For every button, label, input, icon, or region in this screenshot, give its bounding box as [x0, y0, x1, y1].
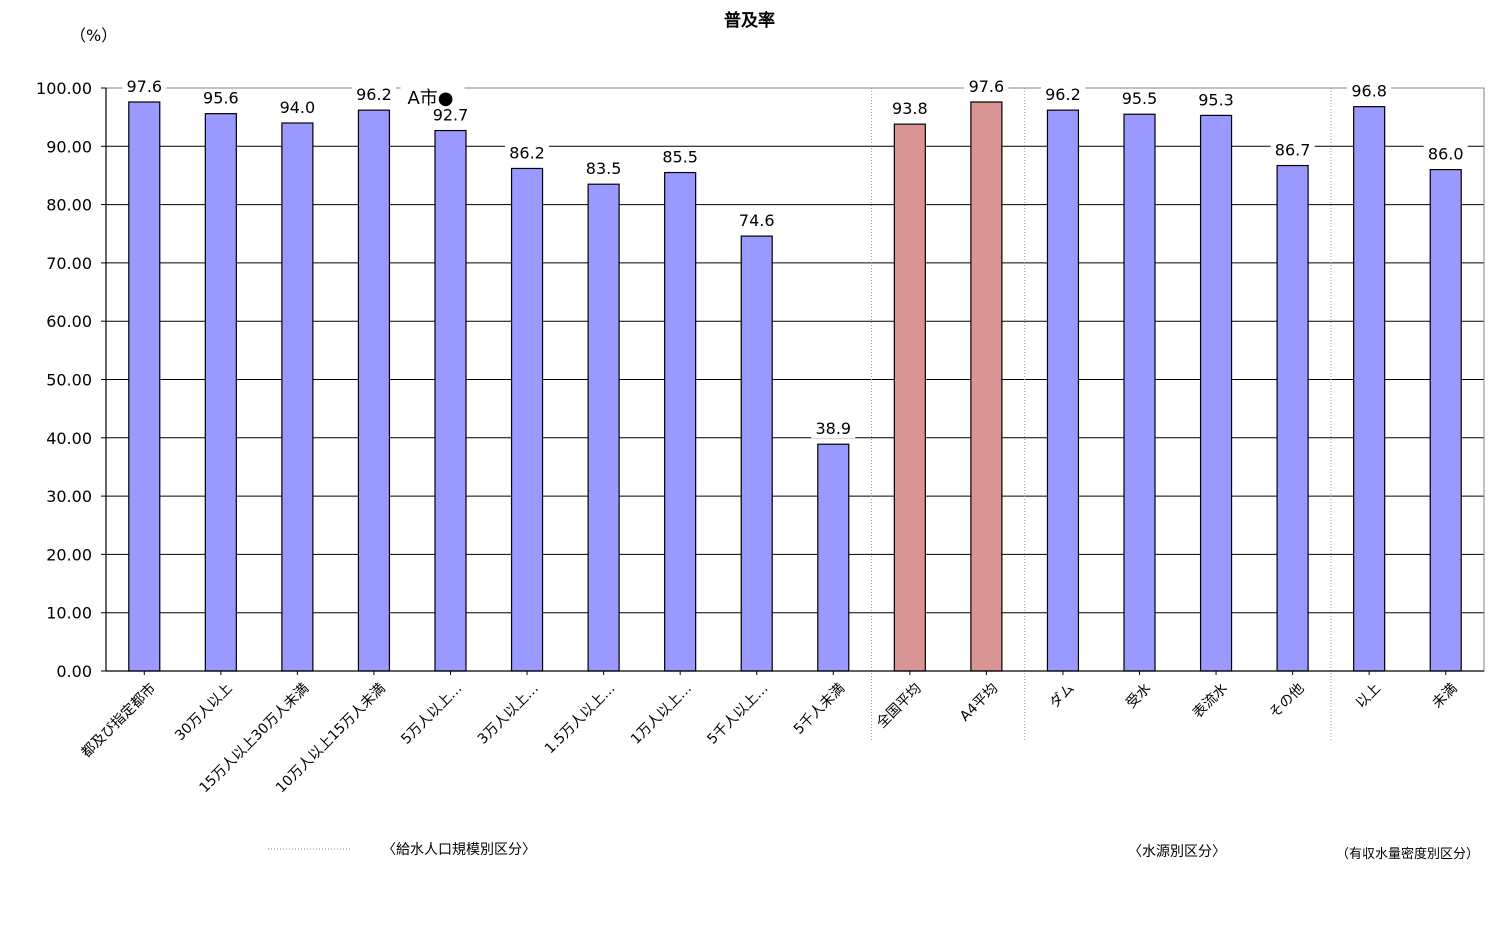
y-tick-label: 70.00: [46, 254, 92, 273]
x-tick-label: 以上: [1353, 681, 1384, 712]
data-label: 95.6: [203, 89, 239, 108]
x-tick-label: A4平均: [957, 681, 1001, 725]
x-tick-label: 5万人以上…: [398, 681, 465, 748]
bar: [510, 167, 544, 672]
y-tick-label: 0.00: [56, 662, 92, 681]
data-label-bg: [122, 76, 167, 96]
x-tick-label: 表流水: [1190, 681, 1231, 722]
x-tick-label: ダム: [1047, 681, 1078, 712]
axes: [101, 87, 1485, 675]
group-label-density: （有収水量密度別区分）: [1336, 847, 1480, 862]
y-tick-label: 40.00: [46, 429, 92, 448]
bar: [740, 235, 773, 672]
data-label-bg: [1270, 140, 1315, 160]
x-tick-label: 5千人未満: [791, 681, 848, 738]
bar: [281, 122, 314, 672]
x-tick-label: 3万人以上…: [475, 681, 542, 748]
y-tick-label: 20.00: [46, 545, 92, 564]
data-label: 97.6: [126, 77, 162, 96]
data-label-bg: [1347, 81, 1392, 101]
data-label: 96.2: [1045, 85, 1081, 104]
data-label-bg: [1117, 89, 1162, 109]
data-label: 38.9: [815, 419, 851, 438]
data-label: 94.0: [280, 98, 316, 117]
bar: [434, 129, 467, 672]
data-label-bg: [1194, 90, 1239, 110]
y-tick-label: 60.00: [46, 312, 92, 331]
bar: [1429, 169, 1462, 672]
x-tick-label: 都及び指定都市: [78, 680, 159, 761]
data-label-bg: [198, 88, 243, 108]
bar: [970, 101, 1003, 672]
bar: [1276, 164, 1309, 672]
chart-title: 普及率: [724, 11, 775, 31]
y-tick-label: 100.00: [36, 79, 92, 98]
y-tick-label: 90.00: [46, 137, 92, 156]
x-tick-label: 5千人以上…: [704, 681, 771, 748]
data-label: 96.8: [1351, 82, 1387, 101]
data-label: 86.2: [509, 143, 545, 162]
x-tick-label: 受水: [1123, 681, 1154, 712]
bar: [1353, 106, 1386, 672]
group-label-water-source: 〈水源別区分〉: [1128, 844, 1226, 860]
y-unit-label: （%）: [70, 26, 118, 45]
data-label: 74.6: [739, 211, 775, 230]
bar: [893, 123, 926, 672]
bar: [1123, 113, 1156, 672]
bar: [1199, 114, 1233, 672]
x-tick-label: 全国平均: [873, 680, 925, 732]
marker-bg: [400, 86, 465, 106]
data-label-bg: [964, 76, 1009, 96]
bar: [357, 109, 391, 672]
data-label-bg: [1040, 85, 1085, 105]
data-label: 85.5: [662, 148, 698, 167]
bar: [664, 171, 697, 672]
data-label-bg: [887, 99, 932, 119]
bars: [128, 101, 1462, 672]
bar: [204, 113, 237, 672]
data-label: 83.5: [586, 159, 622, 178]
bar: [1046, 109, 1080, 672]
data-label: 97.6: [969, 77, 1005, 96]
bar: [128, 101, 161, 672]
marker-label: A市●: [407, 88, 453, 109]
x-tick-label: 30万人以上: [172, 681, 236, 745]
group-label-population: 〈給水人口規模別区分〉: [382, 842, 536, 858]
data-label-bg: [351, 85, 396, 105]
data-label: 96.2: [356, 85, 392, 104]
data-label-bg: [505, 143, 550, 163]
data-label: 92.7: [433, 106, 469, 125]
data-label-bg: [734, 211, 779, 231]
data-label-bg: [428, 105, 473, 125]
data-label: 86.0: [1428, 145, 1464, 164]
data-label: 93.8: [892, 99, 928, 118]
data-label-bg: [1423, 144, 1468, 164]
x-tick-label: 1万人以上…: [628, 681, 695, 748]
y-tick-label: 30.00: [46, 487, 92, 506]
bar: [587, 183, 620, 672]
x-tick-label: 1.5万人以上…: [542, 681, 619, 758]
data-label-bg: [581, 159, 626, 179]
y-tick-label: 10.00: [46, 604, 92, 623]
x-tick-label: その他: [1266, 681, 1307, 722]
data-label-bg: [275, 97, 320, 117]
y-tick-label: 50.00: [46, 371, 92, 390]
bar: [817, 443, 850, 672]
data-label-bg: [658, 147, 703, 167]
x-tick-label: 未満: [1429, 681, 1460, 712]
data-label-bg: [811, 419, 856, 439]
data-label: 86.7: [1275, 141, 1311, 160]
data-label: 95.3: [1198, 90, 1234, 109]
y-tick-label: 80.00: [46, 196, 92, 215]
data-label: 95.5: [1122, 89, 1158, 108]
